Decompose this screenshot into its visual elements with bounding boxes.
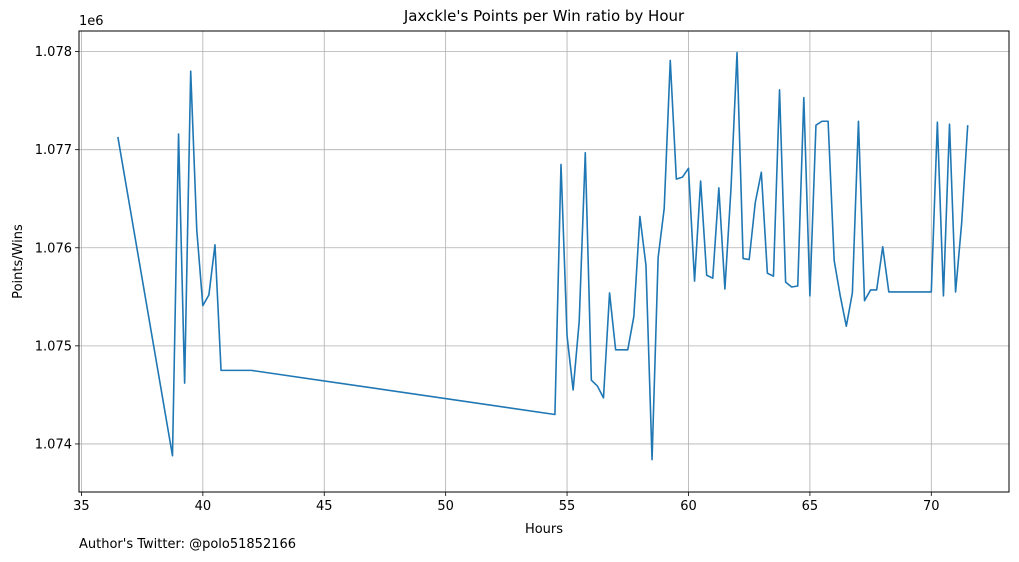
series-line: [117, 51, 969, 461]
y-tick-label: 1.077: [35, 143, 72, 158]
grid: [79, 31, 1009, 492]
y-tick-label: 1.075: [35, 339, 72, 354]
x-tick-label: 40: [195, 499, 212, 514]
plot-area: [117, 51, 969, 461]
x-tick-label: 60: [680, 499, 697, 514]
chart-title: Jaxckle's Points per Win ratio by Hour: [403, 7, 685, 25]
x-tick-label: 50: [437, 499, 454, 514]
plot-frame: [78, 30, 1010, 493]
x-tick-label: 45: [316, 499, 333, 514]
x-tick-label: 70: [923, 499, 940, 514]
y-axis-title: Points/Wins: [11, 224, 26, 299]
axis-ticks: 35 40 45 50 55 60 65 70 1.074 1.075 1.076 1.077 1.07…: [35, 45, 940, 514]
y-tick-label: 1.078: [35, 45, 72, 60]
y-tick-label: 1.074: [35, 437, 72, 452]
x-tick-label: 35: [73, 499, 90, 514]
author-note: Author's Twitter: @polo51852166: [79, 537, 297, 552]
x-axis-title: Hours: [525, 522, 563, 537]
y-tick-label: 1.076: [35, 241, 72, 256]
x-tick-label: 65: [802, 499, 819, 514]
y-axis-offset-label: 1e6: [79, 14, 104, 29]
x-tick-label: 55: [559, 499, 576, 514]
